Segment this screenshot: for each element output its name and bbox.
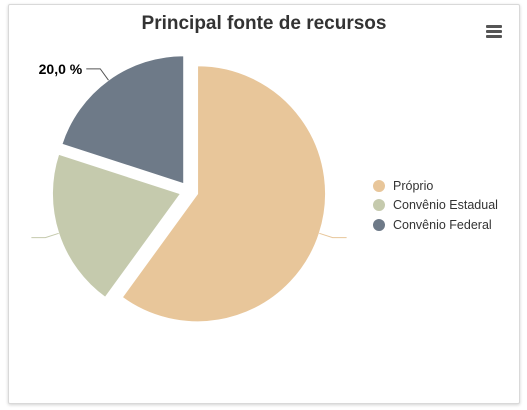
pie-slice-1[interactable] [52,153,182,299]
legend-label: Convênio Federal [393,217,492,232]
chart-title: Principal fonte de recursos [141,13,387,34]
legend-marker-icon [373,179,385,192]
legend-item-0[interactable]: Próprio [373,176,498,196]
legend-marker-icon [373,218,385,231]
data-label-2: 20,0 % [39,61,83,77]
legend-label: Próprio [393,178,434,193]
pie-slice-2[interactable] [61,55,185,185]
pie-chart: 20,0 % [31,55,347,323]
legend-label: Convênio Estadual [393,198,498,213]
legend-item-2[interactable]: Convênio Federal [373,215,498,235]
label-connector-0 [319,232,347,239]
label-connector-1 [31,232,59,239]
chart-card: Principal fonte de recursos 20,0 % Própr… [8,4,520,404]
hamburger-menu-icon[interactable] [485,25,503,39]
label-connector-2 [86,68,109,81]
legend-item-1[interactable]: Convênio Estadual [373,196,498,216]
chart-legend: Próprio Convênio Estadual Convênio Federal [373,176,498,235]
legend-marker-icon [373,199,385,212]
